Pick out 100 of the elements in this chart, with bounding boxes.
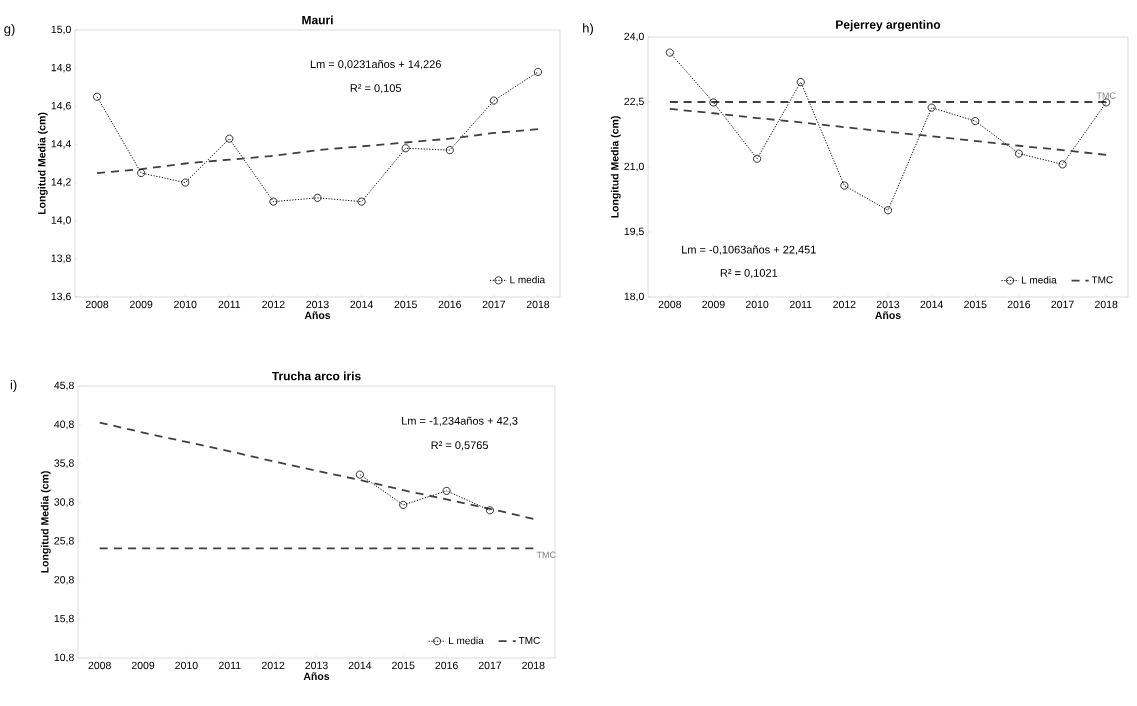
legend-label: TMC [518,636,540,645]
y-axis-title: Longitud Media (cm) [37,112,48,215]
legend-label: L media [448,636,484,645]
x-tick-label: 2009 [702,300,725,309]
legend-label: TMC [1091,276,1113,284]
line-series [96,128,539,174]
x-tick-label: 2015 [394,300,417,309]
y-tick-label: 18,0 [624,292,644,302]
x-tick-label: 2008 [658,300,682,309]
y-tick-label: 13,8 [51,254,71,264]
annotation: R² = 0,105 [350,84,402,94]
y-tick-label: 19,5 [624,227,644,237]
x-tick-label: 2009 [130,300,153,309]
y-tick-label: 45,8 [54,381,74,391]
x-tick-label: 2018 [1095,300,1118,309]
x-tick-label: 2015 [964,300,987,309]
y-tick-label: 21,0 [624,162,644,172]
point [355,470,364,479]
y-tick-label: 40,8 [54,420,74,430]
text: i) [10,379,17,393]
x-tick-label: 2015 [392,661,415,670]
x-tick-label: 2008 [88,661,111,670]
y-tick-label: 14,4 [51,140,71,149]
annotation: R² = 0,5765 [431,441,489,451]
annotation: TMC [536,551,556,558]
point [399,500,408,509]
point [269,197,278,206]
point [709,98,718,107]
legend-label: L media [1021,276,1057,284]
text: g) [4,23,15,37]
point [313,193,322,202]
point [93,92,102,101]
annotation: Lm = 0,0231años + 14,226 [310,60,441,70]
chart-title: Pejerrey argentino [836,20,941,32]
point [401,144,410,153]
y-tick-label: 13,6 [51,292,71,302]
y-tick-label: 35,8 [54,459,74,469]
text: h) [583,23,593,36]
y-tick-label: 15,8 [54,614,74,624]
point [225,134,234,143]
point [840,181,849,190]
point [181,178,190,187]
y-tick-label: 14,8 [51,63,71,73]
x-tick-label: 2010 [174,300,197,309]
x-tick-label: 2016 [435,661,458,670]
x-axis-title: Años [303,672,330,680]
x-tick-label: 2011 [218,300,241,309]
point [971,117,980,126]
y-tick-label: 14,0 [51,216,71,226]
x-tick-label: 2018 [522,661,545,670]
x-tick-label: 2013 [306,300,329,309]
y-axis-title: Longitud Media (cm) [40,471,51,573]
point [533,67,542,76]
annotation: Lm = -0,1063años + 22,451 [682,245,816,255]
point [927,103,936,112]
x-tick-label: 2008 [85,300,109,309]
y-tick-label: 14,2 [51,178,71,187]
point [796,78,805,87]
point [1058,160,1067,169]
x-tick-label: 2014 [350,300,373,309]
y-tick-label: 25,8 [54,537,74,546]
x-axis-title: Años [304,311,331,319]
y-tick-label: 20,8 [54,575,74,585]
y-tick-label: 22,5 [624,97,644,107]
x-tick-label: 2012 [262,661,285,670]
y-tick-label: 15,0 [51,25,71,35]
x-tick-label: 2017 [482,300,506,309]
x-tick-label: 2009 [131,661,155,670]
annotation: Lm = -1,234años + 42,3 [402,416,518,426]
x-tick-label: 2016 [438,300,461,309]
x-tick-label: 2011 [789,300,812,309]
x-tick-label: 2014 [920,300,943,309]
chart-title: Trucha arco iris [271,371,361,381]
y-axis-title: Longitud Media (cm) [610,116,621,218]
annotation: TMC [1096,92,1116,99]
x-tick-label: 2016 [1007,300,1031,309]
x-tick-label: 2017 [1051,300,1074,309]
y-tick-label: 30,8 [54,498,74,507]
x-tick-label: 2018 [526,300,550,309]
x-tick-label: 2013 [305,661,328,670]
point [665,48,674,57]
point [1014,149,1023,158]
point [753,154,762,163]
point [357,197,366,206]
x-axis-title: Años [875,311,901,319]
point [489,96,498,105]
point [445,146,454,155]
y-tick-label: 10,8 [54,653,74,663]
x-tick-label: 2011 [219,661,241,670]
x-tick-label: 2013 [876,300,900,309]
point [442,486,451,495]
x-tick-label: 2010 [175,661,198,670]
legend-label: L media [510,275,546,284]
x-tick-label: 2017 [478,661,502,670]
point [137,169,146,178]
chart-title: Mauri [302,15,333,25]
x-tick-label: 2014 [348,661,372,670]
y-tick-label: 14,6 [51,101,71,111]
point [884,206,893,215]
x-tick-label: 2012 [262,300,285,309]
